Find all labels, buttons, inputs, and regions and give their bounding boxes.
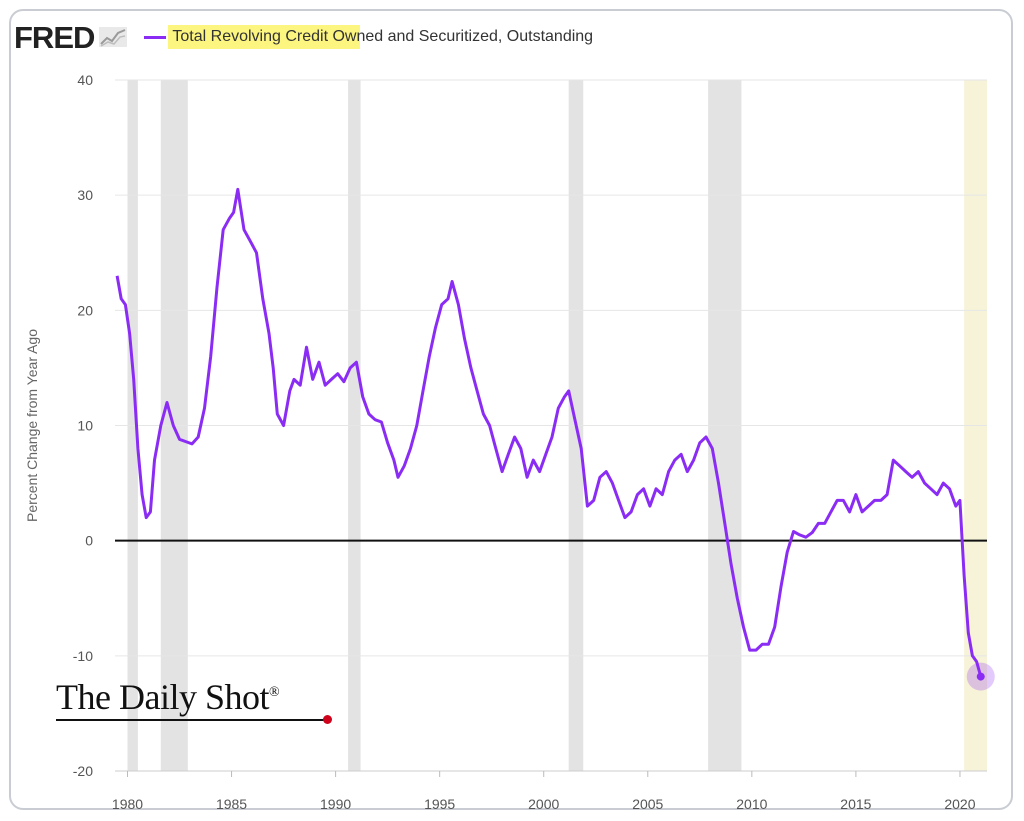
watermark-registered-mark: ® — [268, 685, 280, 700]
x-tick-label-2010: 2010 — [736, 796, 767, 812]
chart-header: FRED Total Revolving Credit Owned and Se… — [14, 20, 593, 54]
y-tick-label-10: 10 — [77, 418, 93, 434]
legend[interactable]: Total Revolving Credit Owned and Securit… — [144, 25, 594, 49]
x-tick-label-2020: 2020 — [944, 796, 975, 812]
y-tick-label-40: 40 — [77, 72, 93, 88]
y-tick-layer: 40 30 20 10 0 -10 -20 — [73, 72, 93, 779]
x-tick-label-1995: 1995 — [424, 796, 455, 812]
x-tick-label-2005: 2005 — [632, 796, 663, 812]
y-axis-title: Percent Change from Year Ago — [24, 329, 40, 522]
x-tick-label-1985: 1985 — [216, 796, 247, 812]
legend-swatch — [144, 35, 167, 39]
y-tick-label-20: 20 — [77, 302, 93, 318]
fred-chart-icon — [99, 27, 128, 47]
legend-label: Total Revolving Credit Owned and Securit… — [172, 28, 594, 45]
watermark-text-wrap: The Daily Shot® — [56, 676, 328, 718]
x-tick-label-1980: 1980 — [112, 796, 143, 812]
grid-layer — [115, 79, 987, 772]
legend-highlight — [168, 25, 361, 49]
x-tick-label-2015: 2015 — [840, 796, 871, 812]
legend-entry: Total Revolving Credit Owned and Securit… — [168, 25, 594, 49]
y-tick-label--10: -10 — [73, 648, 93, 664]
fred-logo[interactable]: FRED — [14, 19, 95, 55]
watermark-text: The Daily Shot — [56, 677, 269, 717]
x-tick-label-1990: 1990 — [320, 796, 351, 812]
y-tick-label-30: 30 — [77, 187, 93, 203]
last-point-marker[interactable] — [976, 672, 985, 681]
series-line-total-revolving-credit[interactable] — [115, 187, 983, 678]
daily-shot-watermark: The Daily Shot® — [56, 676, 332, 724]
watermark-underline — [56, 715, 332, 724]
x-tick-label-2000: 2000 — [528, 796, 559, 812]
watermark-red-dot — [323, 715, 332, 724]
x-tick-layer: 1980 1985 1990 1995 2000 2005 2010 2015 2020 — [112, 771, 976, 812]
y-tick-label--20: -20 — [73, 763, 93, 779]
y-tick-label-0: 0 — [85, 533, 93, 549]
